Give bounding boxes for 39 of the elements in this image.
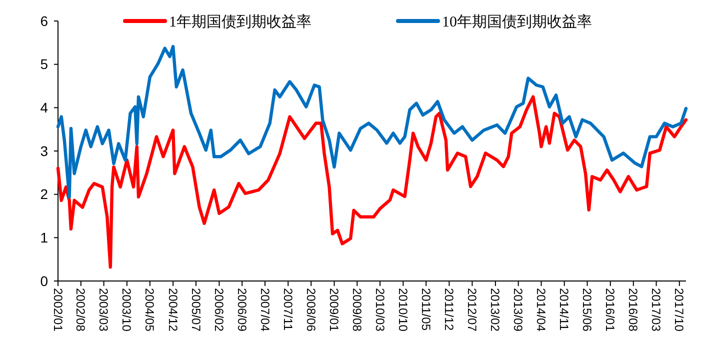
x-tick-label: 2011/05 xyxy=(418,288,433,331)
x-tick-label: 2008/06 xyxy=(304,288,318,332)
x-tick-label: 2010/03 xyxy=(372,288,387,332)
x-tick-label: 2006/02 xyxy=(212,288,226,332)
legend-label: 1年期国债到期收益率 xyxy=(169,13,312,30)
y-tick-label: 0 xyxy=(40,272,48,289)
y-tick-label: 5 xyxy=(40,56,48,72)
x-tick-label: 2016/01 xyxy=(603,288,618,332)
y-tick-label: 4 xyxy=(40,100,48,116)
x-tick-label: 2012/07 xyxy=(465,288,479,332)
x-tick-label: 2014/04 xyxy=(534,288,548,332)
x-tick-label: 2013/09 xyxy=(511,288,526,332)
x-tick-label: 2004/05 xyxy=(142,288,157,332)
x-tick-label: 2007/04 xyxy=(258,288,272,332)
x-tick-label: 2009/01 xyxy=(327,288,342,332)
x-tick-label: 2003/10 xyxy=(120,288,134,332)
x-tick-label: 2014/11 xyxy=(557,288,572,331)
x-tick-label: 2006/09 xyxy=(234,288,249,332)
x-tick-label: 2017/10 xyxy=(672,288,686,332)
x-tick-label: 2002/08 xyxy=(74,288,88,332)
x-tick-label: 2015/06 xyxy=(580,288,594,332)
x-tick-label: 2016/08 xyxy=(626,288,640,332)
x-tick-label: 2004/12 xyxy=(166,288,180,332)
line-series xyxy=(56,44,688,199)
y-tick-label: 1 xyxy=(40,230,48,246)
x-tick-label: 2007/11 xyxy=(280,288,295,331)
x-tick-label: 2017/03 xyxy=(649,288,664,332)
x-tick-label: 2013/02 xyxy=(488,288,502,332)
y-tick-label: 6 xyxy=(40,12,48,29)
x-tick-label: 2002/01 xyxy=(50,288,65,332)
x-tick-label: 2011/12 xyxy=(442,288,456,331)
x-tick-label: 2005/07 xyxy=(188,288,203,332)
y-tick-label: 3 xyxy=(40,142,48,159)
x-tick-label: 2009/08 xyxy=(350,288,364,332)
y-tick-label: 2 xyxy=(40,186,48,202)
x-tick-label: 2003/03 xyxy=(96,288,111,332)
x-tick-label: 2010/10 xyxy=(396,288,410,332)
line-series xyxy=(56,95,688,269)
legend-label: 10年期国债到期收益率 xyxy=(442,13,592,30)
